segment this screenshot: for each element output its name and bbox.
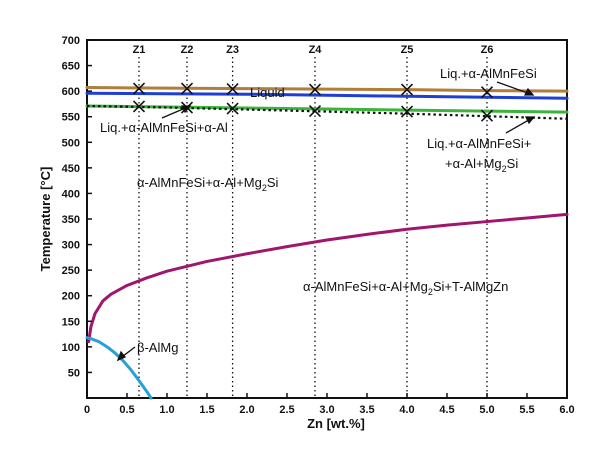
series-blue-line <box>85 91 569 100</box>
series-green-line <box>85 104 569 114</box>
arrow-beta-almg-head <box>116 350 127 362</box>
y-axis-title: Temperature [°C] <box>38 167 53 272</box>
x-tick-label: 4.0 <box>399 404 414 416</box>
marker-z1-lower <box>132 100 146 113</box>
marker-stroke-b <box>480 86 494 99</box>
zone-label-z3: Z3 <box>226 44 239 56</box>
x-tick-label: 0 <box>84 404 90 416</box>
y-tick-label: 300 <box>62 240 80 252</box>
x-tick-label: 0.5 <box>119 404 134 416</box>
marker-z4-upper <box>308 83 322 96</box>
marker-z4-lower <box>308 105 322 118</box>
y-tick-label: 650 <box>62 61 80 73</box>
zone-label-z6: Z6 <box>481 44 494 56</box>
label-liq-mg2si-line1: Liq.+α-AlMnFeSi+ <box>427 136 531 151</box>
zone-label-z2: Z2 <box>181 44 194 56</box>
x-tick-label: 3.0 <box>319 404 334 416</box>
marker-z6-upper <box>480 86 494 99</box>
marker-stroke-b <box>180 82 194 95</box>
zone-label-z4: Z4 <box>309 44 323 56</box>
x-tick-label: 5.5 <box>519 404 534 416</box>
marker-stroke-b <box>226 83 239 96</box>
marker-stroke-b <box>480 109 494 122</box>
marker-stroke-b <box>132 100 146 113</box>
marker-stroke-b <box>226 102 239 115</box>
marker-z2-upper <box>180 82 194 95</box>
marker-z3-lower <box>226 102 239 115</box>
label-liq-mg2si-line2: +α-Al+Mg2Si <box>445 156 518 174</box>
series-layer <box>85 86 569 400</box>
label-beta-almg: β-AlMg <box>137 340 178 355</box>
marker-z1-upper <box>132 82 146 95</box>
arrow-liq-amnfesi-head <box>523 87 535 96</box>
y-tick-label: 450 <box>62 163 80 175</box>
series-brown-line <box>85 86 569 93</box>
y-tick-label: 50 <box>68 367 80 379</box>
x-tick-label: 2.0 <box>239 404 254 416</box>
y-tick-label: 700 <box>62 35 80 47</box>
series-purple-line <box>87 212 569 344</box>
zone-layer: Z1 Z2 Z3 Z4 Z5 Z6 <box>133 44 494 398</box>
x-tick-label: 6.0 <box>559 404 574 416</box>
y-tick-label: 550 <box>62 112 80 124</box>
marker-stroke-b <box>400 83 414 96</box>
y-tick-label: 150 <box>62 316 80 328</box>
y-tick-label: 400 <box>62 188 80 200</box>
label-liq-amnfesi-al: Liq.+α-AlMnFeSi+α-Al <box>100 120 228 135</box>
marker-stroke-b <box>308 83 322 96</box>
y-tick-label: 500 <box>62 137 80 149</box>
x-tick-label: 1.5 <box>199 404 214 416</box>
label-t-phase: α-AlMnFeSi+α-Al+Mg2Si+T-AlMgZn <box>303 279 508 297</box>
arrow-liq-amnfesi-al-head <box>180 105 192 114</box>
marker-z6-lower <box>480 109 494 122</box>
marker-z3-upper <box>226 83 239 96</box>
marker-z5-lower <box>400 105 414 118</box>
marker-stroke-b <box>308 105 322 118</box>
tick-layer: 0 0.5 1.0 1.5 2.0 2.5 3.0 3.5 4.0 4.5 5.0 5.5 6.0 50 1… <box>62 35 575 416</box>
x-tick-label: 4.5 <box>439 404 454 416</box>
x-tick-label: 2.5 <box>279 404 294 416</box>
y-tick-label: 100 <box>62 342 80 354</box>
label-amnfesi-al-mg2si: α-AlMnFeSi+α-Al+Mg2Si <box>137 175 279 193</box>
marker-z5-upper <box>400 83 414 96</box>
x-tick-label: 1.0 <box>159 404 174 416</box>
y-tick-label: 200 <box>62 291 80 303</box>
x-tick-label: 3.5 <box>359 404 374 416</box>
marker-layer <box>132 82 494 122</box>
zone-label-z1: Z1 <box>133 44 146 56</box>
marker-stroke-b <box>400 105 414 118</box>
annotation-arrows <box>116 81 536 362</box>
x-tick-label: 5.0 <box>479 404 494 416</box>
arrow-liq-mg2si-head <box>524 116 536 125</box>
y-tick-label: 350 <box>62 214 80 226</box>
y-tick-label: 250 <box>62 265 80 277</box>
zone-label-z5: Z5 <box>401 44 414 56</box>
label-liq-amnfesi: Liq.+α-AlMnFeSi <box>440 66 537 81</box>
label-liquid: Liquid <box>250 85 285 100</box>
y-tick-label: 600 <box>62 86 80 98</box>
x-axis-title: Zn [wt.%] <box>307 416 365 431</box>
marker-stroke-b <box>132 82 146 95</box>
